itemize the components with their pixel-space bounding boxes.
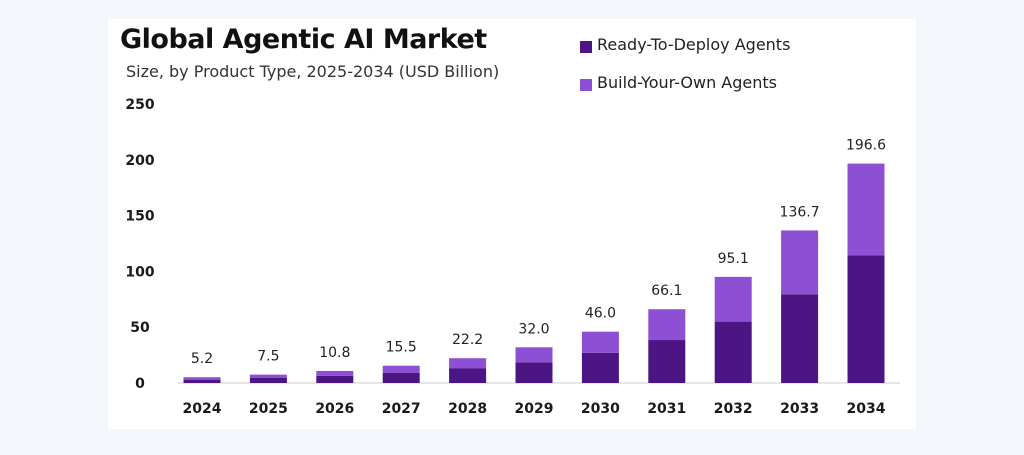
bar-build-your-own — [515, 347, 553, 363]
y-tick-label: 100 — [125, 264, 154, 280]
bar-ready-to-deploy — [847, 255, 885, 383]
bar-total-label: 66.1 — [651, 283, 682, 299]
bar-ready-to-deploy — [449, 368, 487, 383]
chart-title: Global Agentic AI Market — [120, 24, 487, 55]
bar-total-label: 136.7 — [780, 204, 820, 220]
bar-build-your-own — [382, 365, 420, 373]
bar-total-label: 196.6 — [846, 138, 886, 154]
x-tick-label: 2028 — [448, 401, 487, 417]
bar-ready-to-deploy — [249, 377, 287, 383]
bar-build-your-own — [449, 358, 487, 369]
y-tick-label: 200 — [125, 153, 154, 169]
legend-swatch-build-your-own — [580, 79, 592, 91]
x-tick-label: 2033 — [780, 401, 819, 417]
y-tick-label: 150 — [125, 209, 154, 225]
x-tick-label: 2024 — [183, 401, 222, 417]
bar-ready-to-deploy — [316, 375, 354, 383]
bar-build-your-own — [648, 309, 686, 341]
bar-ready-to-deploy — [515, 362, 553, 383]
y-tick-label: 250 — [125, 97, 154, 113]
x-tick-label: 2029 — [515, 401, 554, 417]
bar-total-label: 22.2 — [452, 332, 483, 348]
bar-build-your-own — [316, 370, 354, 376]
bar-total-label: 46.0 — [585, 306, 616, 322]
x-tick-label: 2031 — [647, 401, 686, 417]
y-tick-label: 50 — [130, 320, 150, 336]
bar-ready-to-deploy — [648, 340, 686, 383]
legend-label-build-your-own: Build-Your-Own Agents — [597, 73, 777, 92]
chart-subtitle: Size, by Product Type, 2025-2034 (USD Bi… — [126, 62, 500, 81]
bar-build-your-own — [781, 230, 819, 295]
bar-ready-to-deploy — [714, 321, 752, 383]
bar-build-your-own — [847, 163, 885, 256]
x-tick-label: 2027 — [382, 401, 421, 417]
bar-total-label: 15.5 — [386, 340, 417, 356]
bar-build-your-own — [714, 276, 752, 322]
x-tick-label: 2034 — [847, 401, 886, 417]
y-tick-label: 0 — [135, 376, 145, 392]
bar-build-your-own — [183, 377, 221, 380]
x-tick-label: 2025 — [249, 401, 288, 417]
bar-build-your-own — [581, 331, 619, 353]
bar-total-label: 95.1 — [718, 251, 749, 267]
legend-label-ready-to-deploy: Ready-To-Deploy Agents — [597, 35, 791, 54]
bar-total-label: 5.2 — [191, 351, 213, 367]
bar-total-label: 32.0 — [518, 321, 549, 337]
bar-total-label: 10.8 — [319, 345, 350, 361]
x-tick-label: 2026 — [315, 401, 354, 417]
bar-build-your-own — [249, 374, 287, 378]
bar-total-label: 7.5 — [257, 349, 279, 365]
x-tick-label: 2030 — [581, 401, 620, 417]
x-tick-label: 2032 — [714, 401, 753, 417]
bar-ready-to-deploy — [781, 294, 819, 383]
bar-ready-to-deploy — [183, 379, 221, 383]
bar-ready-to-deploy — [382, 372, 420, 383]
bar-ready-to-deploy — [581, 352, 619, 383]
legend-swatch-ready-to-deploy — [580, 41, 592, 53]
